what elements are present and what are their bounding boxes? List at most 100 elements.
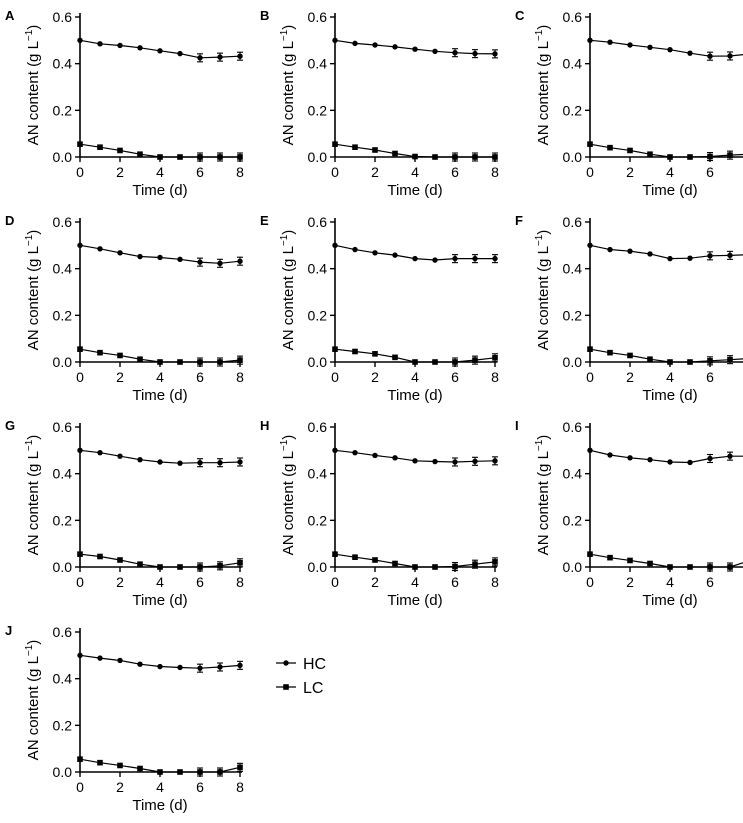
data-point-hc bbox=[472, 255, 478, 262]
panel-label: C bbox=[515, 8, 525, 23]
data-point-hc bbox=[727, 53, 733, 59]
y-tick-label: 0.2 bbox=[563, 512, 583, 528]
x-tick-label: 0 bbox=[586, 369, 594, 385]
data-point-lc bbox=[492, 559, 498, 565]
y-tick-label: 0.6 bbox=[308, 214, 328, 230]
data-point-hc bbox=[97, 246, 103, 252]
data-point-hc bbox=[372, 42, 378, 48]
y-axis-title-text: AN content (g L bbox=[25, 246, 42, 350]
data-point-lc bbox=[687, 564, 693, 570]
data-point-lc bbox=[492, 355, 498, 361]
data-point-hc bbox=[332, 37, 338, 44]
y-axis-title-superscript: −1 bbox=[279, 439, 290, 451]
data-point-hc bbox=[157, 459, 163, 465]
y-tick-label: 0.2 bbox=[563, 307, 583, 323]
data-point-lc bbox=[607, 349, 613, 356]
x-tick-label: 4 bbox=[411, 369, 419, 385]
data-point-lc bbox=[97, 553, 103, 560]
data-point-lc bbox=[177, 154, 183, 160]
y-axis-title-close: ) bbox=[280, 230, 297, 235]
y-axis-title: AN content (g L−1) bbox=[279, 435, 297, 556]
x-tick-label: 8 bbox=[236, 164, 244, 180]
data-point-hc bbox=[667, 46, 673, 53]
data-point-hc bbox=[197, 460, 203, 466]
data-point-hc bbox=[587, 37, 593, 44]
data-point-hc bbox=[177, 664, 183, 671]
x-tick-label: 6 bbox=[706, 369, 714, 385]
data-point-lc bbox=[392, 560, 398, 567]
data-point-hc bbox=[117, 250, 123, 256]
x-axis-title: Time (d) bbox=[387, 592, 442, 609]
data-point-lc bbox=[77, 551, 83, 557]
x-tick-label: 2 bbox=[116, 369, 124, 385]
x-tick-label: 0 bbox=[586, 164, 594, 180]
data-point-hc bbox=[332, 447, 338, 454]
data-point-lc bbox=[197, 564, 203, 570]
data-point-lc bbox=[647, 151, 653, 157]
y-axis-title-superscript: −1 bbox=[24, 439, 35, 451]
x-tick-label: 0 bbox=[76, 574, 84, 590]
data-point-lc bbox=[117, 352, 123, 359]
data-point-lc bbox=[217, 563, 223, 569]
y-tick-label: 0.0 bbox=[53, 559, 73, 575]
data-point-lc bbox=[237, 357, 243, 363]
data-point-lc bbox=[392, 150, 398, 157]
data-point-lc bbox=[412, 564, 418, 570]
data-point-lc bbox=[352, 348, 358, 355]
data-point-hc bbox=[492, 458, 498, 464]
data-point-hc bbox=[217, 260, 223, 266]
data-point-lc bbox=[197, 769, 203, 775]
data-point-lc bbox=[472, 357, 478, 363]
data-point-lc bbox=[432, 564, 438, 570]
data-point-hc bbox=[627, 455, 633, 461]
data-point-hc bbox=[607, 452, 613, 458]
data-point-lc bbox=[627, 147, 633, 154]
x-tick-label: 2 bbox=[626, 164, 634, 180]
data-point-lc bbox=[77, 346, 83, 352]
y-tick-label: 0.4 bbox=[308, 261, 328, 277]
data-point-lc bbox=[372, 351, 378, 357]
data-point-hc bbox=[647, 251, 653, 257]
data-point-hc bbox=[332, 242, 338, 249]
x-tick-label: 4 bbox=[411, 574, 419, 590]
x-tick-label: 6 bbox=[196, 164, 204, 180]
data-point-hc bbox=[97, 655, 103, 661]
y-axis-title-superscript: −1 bbox=[534, 29, 545, 41]
y-tick-label: 0.2 bbox=[53, 102, 73, 118]
x-tick-label: 4 bbox=[156, 574, 164, 590]
data-point-lc bbox=[217, 769, 223, 775]
data-point-lc bbox=[492, 154, 498, 160]
legend-marker-lc bbox=[283, 684, 289, 690]
data-point-lc bbox=[352, 554, 358, 560]
data-point-lc bbox=[392, 354, 398, 361]
x-tick-label: 2 bbox=[371, 164, 379, 180]
x-tick-label: 2 bbox=[116, 779, 124, 795]
x-tick-label: 6 bbox=[196, 574, 204, 590]
data-point-hc bbox=[432, 458, 438, 465]
legend: HC LC bbox=[276, 656, 326, 697]
data-point-lc bbox=[707, 564, 713, 570]
data-point-hc bbox=[217, 54, 223, 60]
data-point-hc bbox=[137, 661, 143, 667]
data-point-lc bbox=[237, 154, 243, 160]
series-line-lc bbox=[589, 553, 743, 568]
x-axis-title: Time (d) bbox=[387, 387, 442, 404]
data-point-lc bbox=[627, 557, 633, 564]
y-axis-title-close: ) bbox=[535, 25, 552, 30]
y-axis-title-close: ) bbox=[280, 435, 297, 440]
data-point-hc bbox=[177, 256, 183, 263]
data-point-hc bbox=[432, 257, 438, 263]
x-tick-label: 8 bbox=[491, 369, 499, 385]
data-point-lc bbox=[157, 564, 163, 570]
x-tick-label: 2 bbox=[371, 574, 379, 590]
data-point-hc bbox=[727, 453, 733, 459]
data-point-hc bbox=[177, 50, 183, 57]
x-axis-title: Time (d) bbox=[642, 387, 697, 404]
data-point-lc bbox=[137, 151, 143, 157]
data-point-lc bbox=[77, 756, 83, 762]
data-point-hc bbox=[492, 255, 498, 262]
x-tick-label: 4 bbox=[411, 164, 419, 180]
